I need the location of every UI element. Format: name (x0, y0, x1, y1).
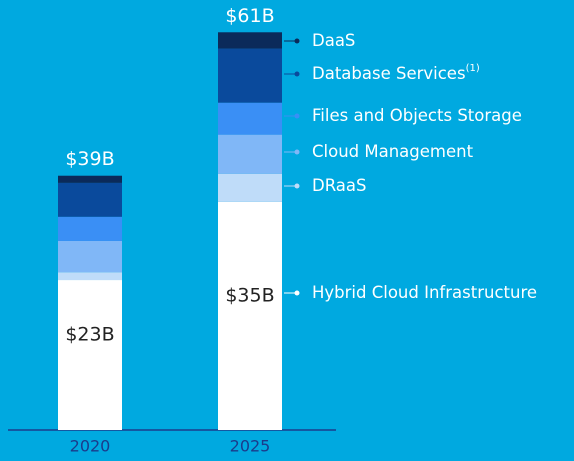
legend-name: Cloud Management (312, 142, 474, 161)
legend-name: DaaS (312, 31, 355, 50)
legend-label: Files and Objects Storage (312, 106, 522, 125)
legend-dot (294, 38, 300, 44)
bar-segment (58, 280, 122, 430)
data-label: $35B (225, 284, 274, 306)
legend-name: Database Services (312, 64, 466, 83)
x-tick-label: 2025 (230, 437, 271, 456)
bar-segment (218, 173, 282, 202)
legend-label: Hybrid Cloud Infrastructure (312, 283, 537, 302)
bar-segment (58, 182, 122, 217)
bar-segment (58, 216, 122, 241)
legend-name: DRaaS (312, 176, 367, 195)
legend-label: Database Services(1) (312, 63, 480, 83)
legend-dot (294, 71, 300, 77)
bar-segment (58, 272, 122, 281)
legend-dot (294, 290, 300, 296)
legend-label: DaaS (312, 31, 355, 50)
legend-footnote: (1) (466, 63, 480, 74)
legend-dot (294, 149, 300, 155)
legend-label: Cloud Management (312, 142, 474, 161)
bar-segment (218, 48, 282, 103)
bar-segment (218, 201, 282, 430)
data-label: $23B (65, 324, 114, 346)
x-tick-label: 2020 (70, 437, 111, 456)
bar-segment (218, 32, 282, 49)
total-label: $61B (225, 5, 274, 27)
bar-segment (218, 134, 282, 174)
legend-dot (294, 183, 300, 189)
bar-segment (58, 175, 122, 183)
legend-dot (294, 113, 300, 119)
legend-label: DRaaS (312, 176, 367, 195)
total-label: $39B (65, 148, 114, 170)
legend-name: Hybrid Cloud Infrastructure (312, 283, 537, 302)
legend-name: Files and Objects Storage (312, 106, 522, 125)
bar-segment (218, 102, 282, 135)
bar-segment (58, 240, 122, 273)
